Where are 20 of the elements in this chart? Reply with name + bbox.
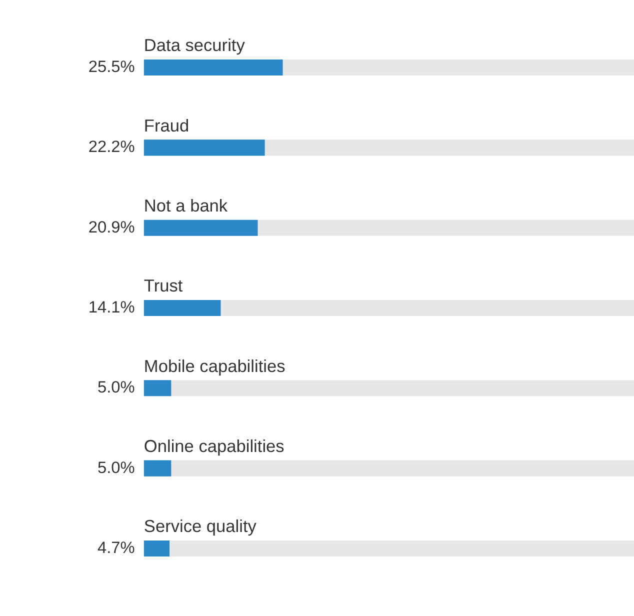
y-tick-label: Online capabilities [144, 436, 285, 456]
data-label: 22.2% [88, 138, 135, 156]
bar [144, 380, 172, 396]
data-label: 14.1% [88, 298, 135, 317]
y-tick-label: Mobile capabilities [144, 356, 286, 376]
bar [144, 300, 221, 316]
data-label: 4.7% [97, 539, 135, 558]
data-label: 5.0% [97, 378, 135, 397]
data-label: 20.9% [88, 218, 135, 236]
bar [144, 140, 265, 156]
bar [144, 220, 258, 236]
y-tick-label: Not a bank [144, 195, 228, 216]
y-tick-label: Fraud [144, 115, 190, 136]
y-tick-label: Trust [144, 276, 183, 296]
data-label: 25.5% [88, 58, 135, 76]
y-tick-label: Data security [144, 35, 246, 56]
data-label: 5.0% [97, 458, 135, 477]
bar [144, 540, 170, 556]
y-tick-label: Service quality [144, 516, 257, 536]
bar [144, 460, 172, 476]
